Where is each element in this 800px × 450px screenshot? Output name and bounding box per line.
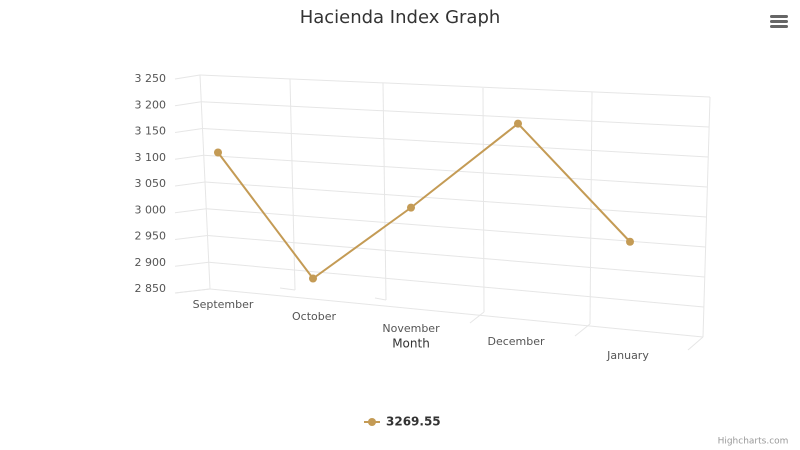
menu-bar[interactable] — [770, 20, 788, 23]
floor-line — [687, 336, 704, 351]
grid-line — [207, 235, 705, 278]
grid-line — [204, 181, 707, 218]
series-line — [217, 122, 631, 280]
grid-tick — [174, 101, 202, 107]
floor-line — [469, 311, 485, 324]
grid-tick — [174, 154, 204, 160]
chart-title: Hacienda Index Graph — [300, 7, 501, 28]
category-grid — [482, 87, 485, 313]
y-tick-label: 3 150 — [135, 125, 167, 138]
category-grid — [589, 91, 593, 325]
y-tick-label: 2 850 — [135, 282, 167, 295]
legend-label: 3269.55 — [386, 415, 441, 429]
y-tick-label: 3 000 — [135, 203, 167, 216]
data-point — [309, 274, 317, 283]
legend-item[interactable]: 3269.55 — [364, 415, 441, 429]
x-tick-label: January — [606, 349, 649, 362]
y-tick-label: 3 050 — [135, 177, 167, 190]
grid-line — [199, 74, 711, 98]
floor-line — [374, 297, 387, 301]
y-tick-label: 2 950 — [135, 230, 167, 243]
grid-line — [202, 128, 709, 158]
menu-bar[interactable] — [770, 25, 788, 28]
grid-tick — [174, 235, 208, 240]
grid-tick — [174, 261, 209, 267]
y-tick-label: 3 100 — [135, 151, 167, 164]
grid-tick — [174, 74, 201, 80]
grid-line — [208, 261, 704, 308]
grid-line — [201, 101, 710, 128]
grid-line — [203, 154, 708, 188]
data-point — [626, 237, 634, 246]
x-tick-label: September — [193, 298, 254, 311]
menu-bar[interactable] — [770, 15, 788, 18]
x-tick-label: November — [382, 322, 440, 335]
y-tick-label: 3 250 — [135, 72, 167, 85]
x-tick-label: October — [292, 310, 336, 323]
frame — [174, 74, 711, 351]
data-point — [407, 203, 415, 212]
data-point — [514, 119, 522, 128]
category-grid — [289, 78, 296, 291]
grid-tick — [174, 128, 203, 133]
grid-line — [209, 288, 704, 338]
floor-line — [279, 287, 296, 291]
grid-tick — [174, 181, 206, 187]
y-tick-label: 3 200 — [135, 98, 167, 111]
category-grid — [382, 82, 387, 301]
x-tick-label: December — [487, 335, 545, 348]
grid-tick — [174, 288, 211, 294]
menu-button[interactable] — [770, 15, 788, 28]
grid-tick — [174, 208, 207, 214]
grid-line — [206, 208, 706, 248]
legend-marker — [368, 418, 376, 426]
data-point — [214, 148, 222, 157]
y-tick-label: 2 900 — [135, 256, 167, 269]
credits[interactable]: Highcharts.com — [718, 437, 789, 447]
x-axis-title: Month — [392, 337, 430, 351]
